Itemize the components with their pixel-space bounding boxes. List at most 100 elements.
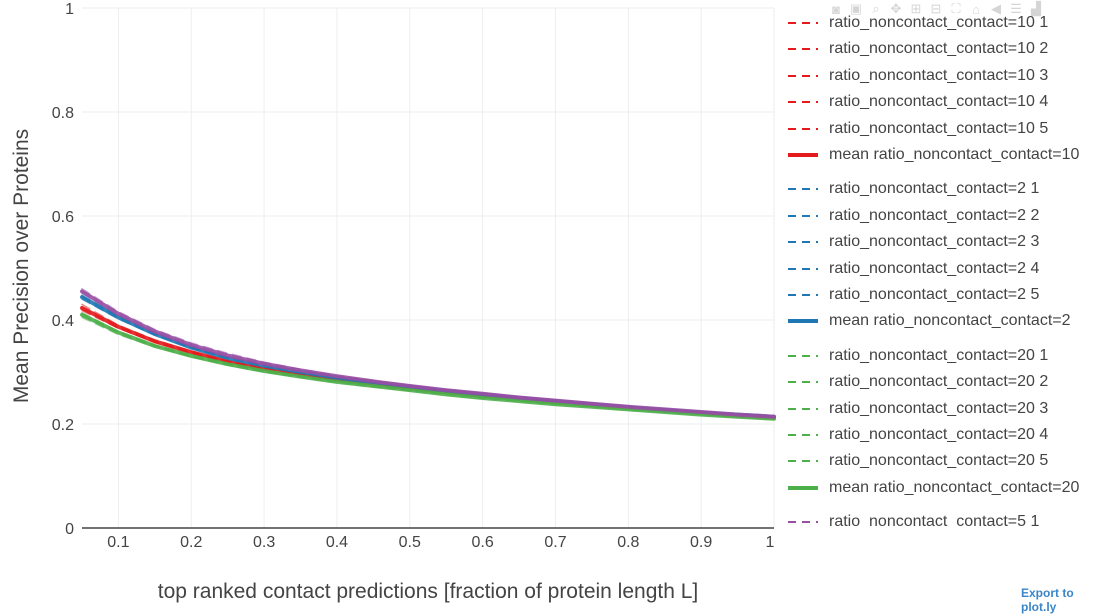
x-tick-label: 0.7 bbox=[544, 534, 566, 551]
legend-label: ratio_noncontact_contact=10 4 bbox=[829, 93, 1049, 111]
legend-label: ratio_noncontact_contact=2 3 bbox=[829, 233, 1040, 251]
legend-swatch bbox=[788, 127, 818, 130]
series-line-0 bbox=[81, 303, 775, 418]
legend-swatch bbox=[788, 521, 818, 524]
y-axis-title: Mean Precision over Proteins bbox=[10, 129, 33, 403]
legend[interactable]: ratio_noncontact_contact=10 1 ratio_nonco… bbox=[786, 10, 1112, 526]
legend-swatch bbox=[788, 460, 818, 463]
series-line-2 bbox=[81, 309, 775, 419]
series-line-4 bbox=[81, 308, 775, 419]
legend-swatch bbox=[788, 153, 818, 157]
save-icon[interactable]: ▣ bbox=[849, 1, 863, 16]
x-tick-label: 1 bbox=[766, 534, 775, 551]
series-line-11 bbox=[80, 295, 776, 419]
series-line-7 bbox=[81, 298, 775, 418]
series-line-14 bbox=[81, 311, 775, 420]
legend-label: ratio_noncontact_contact=20 5 bbox=[829, 452, 1049, 470]
axes: 0 0.2 0.4 0.6 0.8 1 0.1 0.2 0.3 0.4 0.5 0.6 0.7 0.8 0.… bbox=[52, 1, 775, 551]
export-to-plotly-link[interactable]: Export to plot.ly bbox=[1021, 586, 1074, 614]
legend-label: ratio_noncontact_contact=2 2 bbox=[829, 206, 1040, 224]
legend-item[interactable]: ratio_noncontact_contact=10 3 bbox=[786, 64, 1048, 88]
series-line-17 bbox=[80, 312, 776, 421]
legend-item[interactable]: ratio_noncontact_contact=10 4 bbox=[786, 90, 1048, 114]
legend-swatch bbox=[788, 188, 818, 191]
legend-item[interactable]: mean ratio_noncontact_contact=2 bbox=[786, 309, 1071, 333]
y-tick-label: 0.2 bbox=[52, 417, 74, 434]
legend-item[interactable]: ratio_noncontact_contact=20 3 bbox=[786, 397, 1048, 421]
legend-item[interactable]: ratio_noncontact_contact=10 5 bbox=[786, 117, 1048, 141]
legend-item[interactable]: ratio_noncontact_contact=20 2 bbox=[786, 370, 1048, 394]
legend-swatch bbox=[788, 354, 818, 357]
home-icon[interactable]: ⌂ bbox=[972, 1, 980, 17]
zoom-in-icon[interactable]: ⊞ bbox=[910, 1, 922, 16]
x-tick-label: 0.3 bbox=[253, 534, 275, 551]
camera-icon[interactable]: ◙ bbox=[832, 1, 840, 17]
legend-item[interactable]: ratio_noncontact_contact=2 2 bbox=[786, 204, 1039, 228]
legend-swatch bbox=[788, 214, 818, 217]
series-line-1 bbox=[81, 307, 775, 419]
legend-item[interactable]: ratio_noncontact_contact=2 4 bbox=[786, 257, 1039, 281]
legend-item[interactable]: ratio_noncontact_contact=5 1 bbox=[786, 510, 1039, 526]
legend-swatch bbox=[788, 294, 818, 296]
legend-label: ratio_noncontact_contact=2 4 bbox=[829, 259, 1040, 277]
legend-item[interactable]: mean ratio_noncontact_contact=10 bbox=[786, 143, 1079, 167]
legend-item[interactable]: ratio_noncontact_contact=10 1 bbox=[786, 11, 1048, 35]
x-tick-label: 0.5 bbox=[399, 534, 421, 551]
legend-item[interactable]: ratio_noncontact_contact=2 1 bbox=[786, 177, 1039, 201]
x-tick-label: 0.6 bbox=[472, 534, 494, 551]
legend-label: ratio_noncontact_contact=10 2 bbox=[829, 40, 1049, 58]
y-tick-label: 0.8 bbox=[52, 105, 74, 122]
x-tick-label: 0.2 bbox=[180, 534, 202, 551]
legend-swatch bbox=[788, 48, 818, 51]
compare-icon[interactable]: ☰ bbox=[1010, 1, 1022, 16]
legend-label: ratio_noncontact_contact=5 1 bbox=[829, 513, 1040, 526]
x-axis-title: top ranked contact predictions [fraction… bbox=[157, 580, 699, 603]
legend-label: mean ratio_noncontact_contact=20 bbox=[829, 478, 1080, 496]
series-line-12 bbox=[81, 314, 775, 420]
series-line-5 bbox=[80, 306, 776, 420]
legend-swatch bbox=[788, 485, 818, 490]
legend-label: ratio_noncontact_contact=20 2 bbox=[829, 373, 1049, 391]
series-line-15 bbox=[81, 315, 775, 420]
x-tick-label: 0.8 bbox=[617, 534, 639, 551]
x-tick-label: 0.4 bbox=[326, 534, 348, 551]
legend-swatch bbox=[788, 101, 818, 104]
legend-label: ratio_noncontact_contact=10 5 bbox=[829, 119, 1049, 137]
zoom-icon[interactable]: ⌕ bbox=[872, 1, 880, 16]
grid-lines bbox=[82, 7, 775, 528]
legend-swatch bbox=[788, 241, 818, 244]
legend-item[interactable]: ratio_noncontact_contact=2 5 bbox=[786, 283, 1039, 307]
bar-icon[interactable]: ▟ bbox=[1031, 1, 1041, 16]
legend-swatch bbox=[788, 267, 818, 270]
legend-item[interactable]: ratio_noncontact_contact=20 1 bbox=[786, 344, 1048, 368]
series-lines bbox=[80, 288, 776, 421]
legend-swatch bbox=[788, 319, 818, 324]
legend-label: ratio_noncontact_contact=20 4 bbox=[829, 426, 1049, 443]
y-tick-label: 0.6 bbox=[52, 209, 74, 226]
zoom-out-icon[interactable]: ⊟ bbox=[930, 1, 942, 16]
legend-swatch bbox=[788, 407, 818, 410]
legend-label: ratio_noncontact_contact=2 5 bbox=[829, 286, 1040, 303]
legend-swatch bbox=[788, 22, 818, 24]
legend-label: mean ratio_noncontact_contact=2 bbox=[829, 312, 1071, 330]
y-tick-label: 0.4 bbox=[52, 313, 74, 330]
x-tick-label: 0.9 bbox=[690, 534, 712, 551]
spike-lines-icon[interactable]: ◀ bbox=[991, 1, 1001, 16]
legend-label: ratio_noncontact_contact=20 3 bbox=[829, 399, 1049, 417]
series-line-16 bbox=[81, 313, 775, 420]
pan-icon[interactable]: ✥ bbox=[890, 1, 902, 16]
y-tick-label: 1 bbox=[65, 1, 74, 18]
legend-item[interactable]: mean ratio_noncontact_contact=20 bbox=[786, 476, 1079, 500]
legend-item[interactable]: ratio_noncontact_contact=2 3 bbox=[786, 230, 1039, 254]
legend-item[interactable]: ratio_noncontact_contact=20 4 bbox=[786, 423, 1048, 447]
modebar[interactable]: ◙ ▣ ⌕ ✥ ⊞ ⊟ ⛶ ⌂ ◀ ☰ ▟ bbox=[826, 0, 1046, 18]
series-line-6 bbox=[81, 295, 775, 418]
legend-item[interactable]: ratio_noncontact_contact=20 5 bbox=[786, 449, 1048, 473]
legend-item[interactable]: ratio_noncontact_contact=10 2 bbox=[786, 37, 1048, 61]
legend-swatch bbox=[788, 74, 818, 77]
autoscale-icon[interactable]: ⛶ bbox=[951, 1, 961, 16]
series-line-21 bbox=[80, 289, 776, 419]
y-tick-label: 0 bbox=[65, 521, 74, 538]
legend-label: ratio_noncontact_contact=20 1 bbox=[829, 346, 1049, 364]
x-tick-label: 0.1 bbox=[107, 534, 129, 551]
